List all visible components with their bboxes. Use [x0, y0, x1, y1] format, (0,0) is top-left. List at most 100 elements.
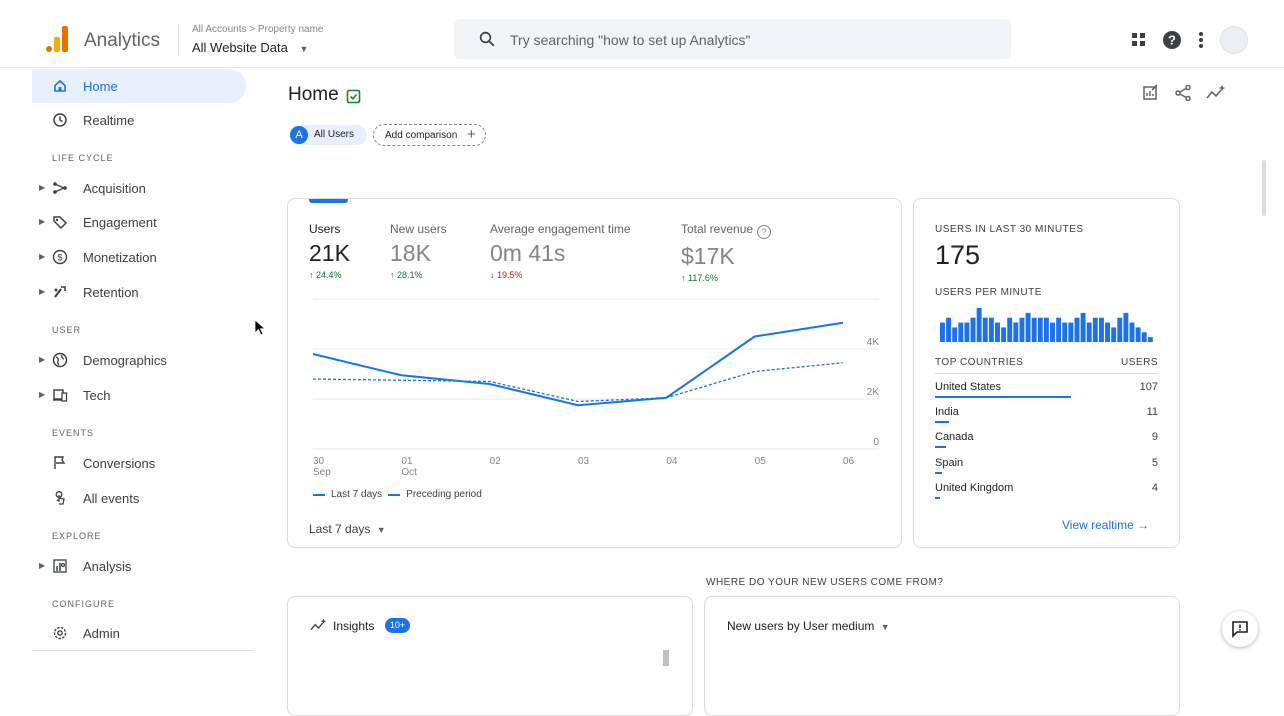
- sidebar-item-monetization[interactable]: ▶ $ Monetization: [32, 240, 246, 274]
- new-users-medium-title: New users by User medium: [727, 619, 875, 633]
- table-divider: [935, 373, 1158, 374]
- insights-sparkle-icon: [310, 618, 326, 631]
- sidebar-item-home[interactable]: Home: [32, 69, 246, 103]
- sidebar-item-demographics[interactable]: ▶ Demographics: [32, 343, 246, 377]
- chevron-down-icon: ▼: [376, 525, 386, 535]
- country-row[interactable]: India 11: [935, 406, 1158, 423]
- y-tick-label: 6K: [867, 296, 880, 298]
- page-scrollbar[interactable]: [1262, 160, 1266, 216]
- sidebar-item-label: Realtime: [83, 113, 135, 128]
- series-line-last-7-days: [312, 321, 844, 407]
- analytics-logo[interactable]: [46, 24, 68, 52]
- add-comparison-button[interactable]: Add comparison +: [373, 124, 486, 146]
- property-name: All Website Data: [192, 40, 288, 55]
- insights-card: [287, 596, 693, 716]
- acquisition-icon: [53, 182, 67, 194]
- sidebar-item-label: Home: [83, 79, 118, 94]
- sidebar-item-realtime[interactable]: Realtime: [32, 103, 246, 137]
- sidebar-item-label: Engagement: [83, 215, 157, 230]
- users-per-minute-bar: [1013, 322, 1019, 342]
- expand-arrow-icon: ▶: [39, 561, 46, 570]
- users-per-minute-bar: [970, 317, 976, 342]
- sidebar-item-tech[interactable]: ▶ Tech: [32, 378, 246, 412]
- metric-change: ↑ 117.6%: [681, 273, 718, 283]
- help-circle-icon[interactable]: ?: [757, 225, 772, 239]
- avatar[interactable]: [1220, 26, 1248, 54]
- metric-label: New users: [390, 222, 447, 236]
- realtime-value: 175: [935, 240, 981, 270]
- metric-total-revenue[interactable]: Total revenue? $17K ↑ 117.6%: [681, 222, 772, 283]
- expand-arrow-icon: ▶: [39, 183, 46, 192]
- legend-swatch-dashed: [388, 493, 401, 496]
- country-row[interactable]: United Kingdom 4: [935, 482, 1158, 499]
- page-tools: [1142, 84, 1226, 102]
- feedback-button[interactable]: [1222, 611, 1258, 647]
- section-events: EVENTS: [52, 428, 95, 438]
- sidebar-item-retention[interactable]: ▶ Retention: [32, 275, 246, 309]
- country-count: 9: [1151, 431, 1158, 443]
- share-icon[interactable]: [1174, 84, 1192, 102]
- users-per-minute-bar: [982, 317, 988, 342]
- sidebar-item-acquisition[interactable]: ▶ Acquisition: [32, 171, 246, 205]
- insights-title: Insights: [333, 619, 375, 633]
- sidebar-divider: [32, 650, 254, 651]
- users-per-minute-bar: [1050, 322, 1055, 342]
- svg-text:$: $: [57, 253, 62, 263]
- flag-icon: [54, 456, 66, 469]
- property-selector[interactable]: All Website Data ▼: [192, 40, 308, 55]
- new-users-medium-card: [704, 596, 1180, 716]
- users-per-minute-bar: [1056, 317, 1062, 342]
- metric-users[interactable]: Users 21K ↑ 24.4%: [309, 222, 350, 280]
- sidebar-item-analysis[interactable]: ▶ Analysis: [32, 549, 246, 583]
- touch-icon: [55, 491, 65, 505]
- metric-label: Total revenue: [681, 222, 754, 236]
- metric-new-users[interactable]: New users 18K ↑ 28.1%: [390, 222, 447, 280]
- metric-value: 18K: [390, 240, 431, 266]
- search-icon: [479, 31, 495, 47]
- country-name: Spain: [935, 457, 964, 469]
- feedback-icon: [1232, 621, 1248, 638]
- sidebar-item-all-events[interactable]: All events: [32, 481, 246, 515]
- users-per-minute-bar: [1037, 317, 1043, 342]
- apps-grid-icon[interactable]: [1132, 33, 1146, 47]
- help-icon[interactable]: ?: [1162, 30, 1182, 50]
- date-range-selector[interactable]: Last 7 days ▼: [309, 522, 386, 536]
- users-per-minute-bar: [1019, 317, 1025, 342]
- insights-sparkle-icon[interactable]: [1206, 84, 1226, 102]
- country-row[interactable]: Canada 9: [935, 431, 1158, 448]
- top-countries-header: TOP COUNTRIES USERS: [935, 357, 1158, 368]
- breadcrumb[interactable]: All Accounts > Property name: [192, 24, 324, 35]
- metric-change: ↑ 28.1%: [390, 270, 423, 280]
- country-name: United States: [935, 381, 1002, 393]
- date-range-label: Last 7 days: [309, 522, 371, 536]
- sidebar-item-label: Acquisition: [83, 181, 146, 196]
- legend-label-last-7-days: Last 7 days: [331, 489, 383, 500]
- metric-engagement-time[interactable]: Average engagement time 0m 41s ↓ 19.5%: [490, 222, 631, 280]
- users-per-minute-bar: [1098, 317, 1104, 342]
- x-tick-label: 05: [755, 456, 767, 467]
- sidebar-item-conversions[interactable]: Conversions: [32, 446, 246, 480]
- sidebar-item-engagement[interactable]: ▶ Engagement: [32, 205, 246, 239]
- view-realtime-link[interactable]: View realtime →: [1062, 518, 1150, 532]
- sidebar-item-label: Retention: [83, 285, 139, 300]
- gear-icon: [53, 626, 67, 640]
- country-count: 11: [1146, 406, 1158, 418]
- expand-arrow-icon: ▶: [39, 287, 46, 296]
- customize-report-icon[interactable]: [1142, 84, 1160, 102]
- sidebar-item-admin[interactable]: Admin: [32, 616, 246, 650]
- more-vert-icon[interactable]: [1198, 31, 1204, 49]
- insights-scrollbar[interactable]: [663, 650, 669, 666]
- analysis-icon: [53, 559, 67, 573]
- users-per-minute-bar: [1086, 322, 1092, 342]
- segment-chip-all-users[interactable]: A All Users: [289, 125, 367, 145]
- new-users-medium-selector[interactable]: New users by User medium ▼: [727, 619, 890, 633]
- search-bar[interactable]: Try searching "how to set up Analytics": [454, 19, 1011, 59]
- section-explore: EXPLORE: [52, 531, 102, 541]
- country-row[interactable]: Spain 5: [935, 457, 1158, 474]
- country-row[interactable]: United States 107: [935, 381, 1158, 398]
- country-share-bar: [935, 396, 1071, 398]
- users-per-minute-bar: [964, 322, 970, 342]
- country-name: India: [935, 406, 959, 418]
- expand-arrow-icon: ▶: [39, 217, 46, 226]
